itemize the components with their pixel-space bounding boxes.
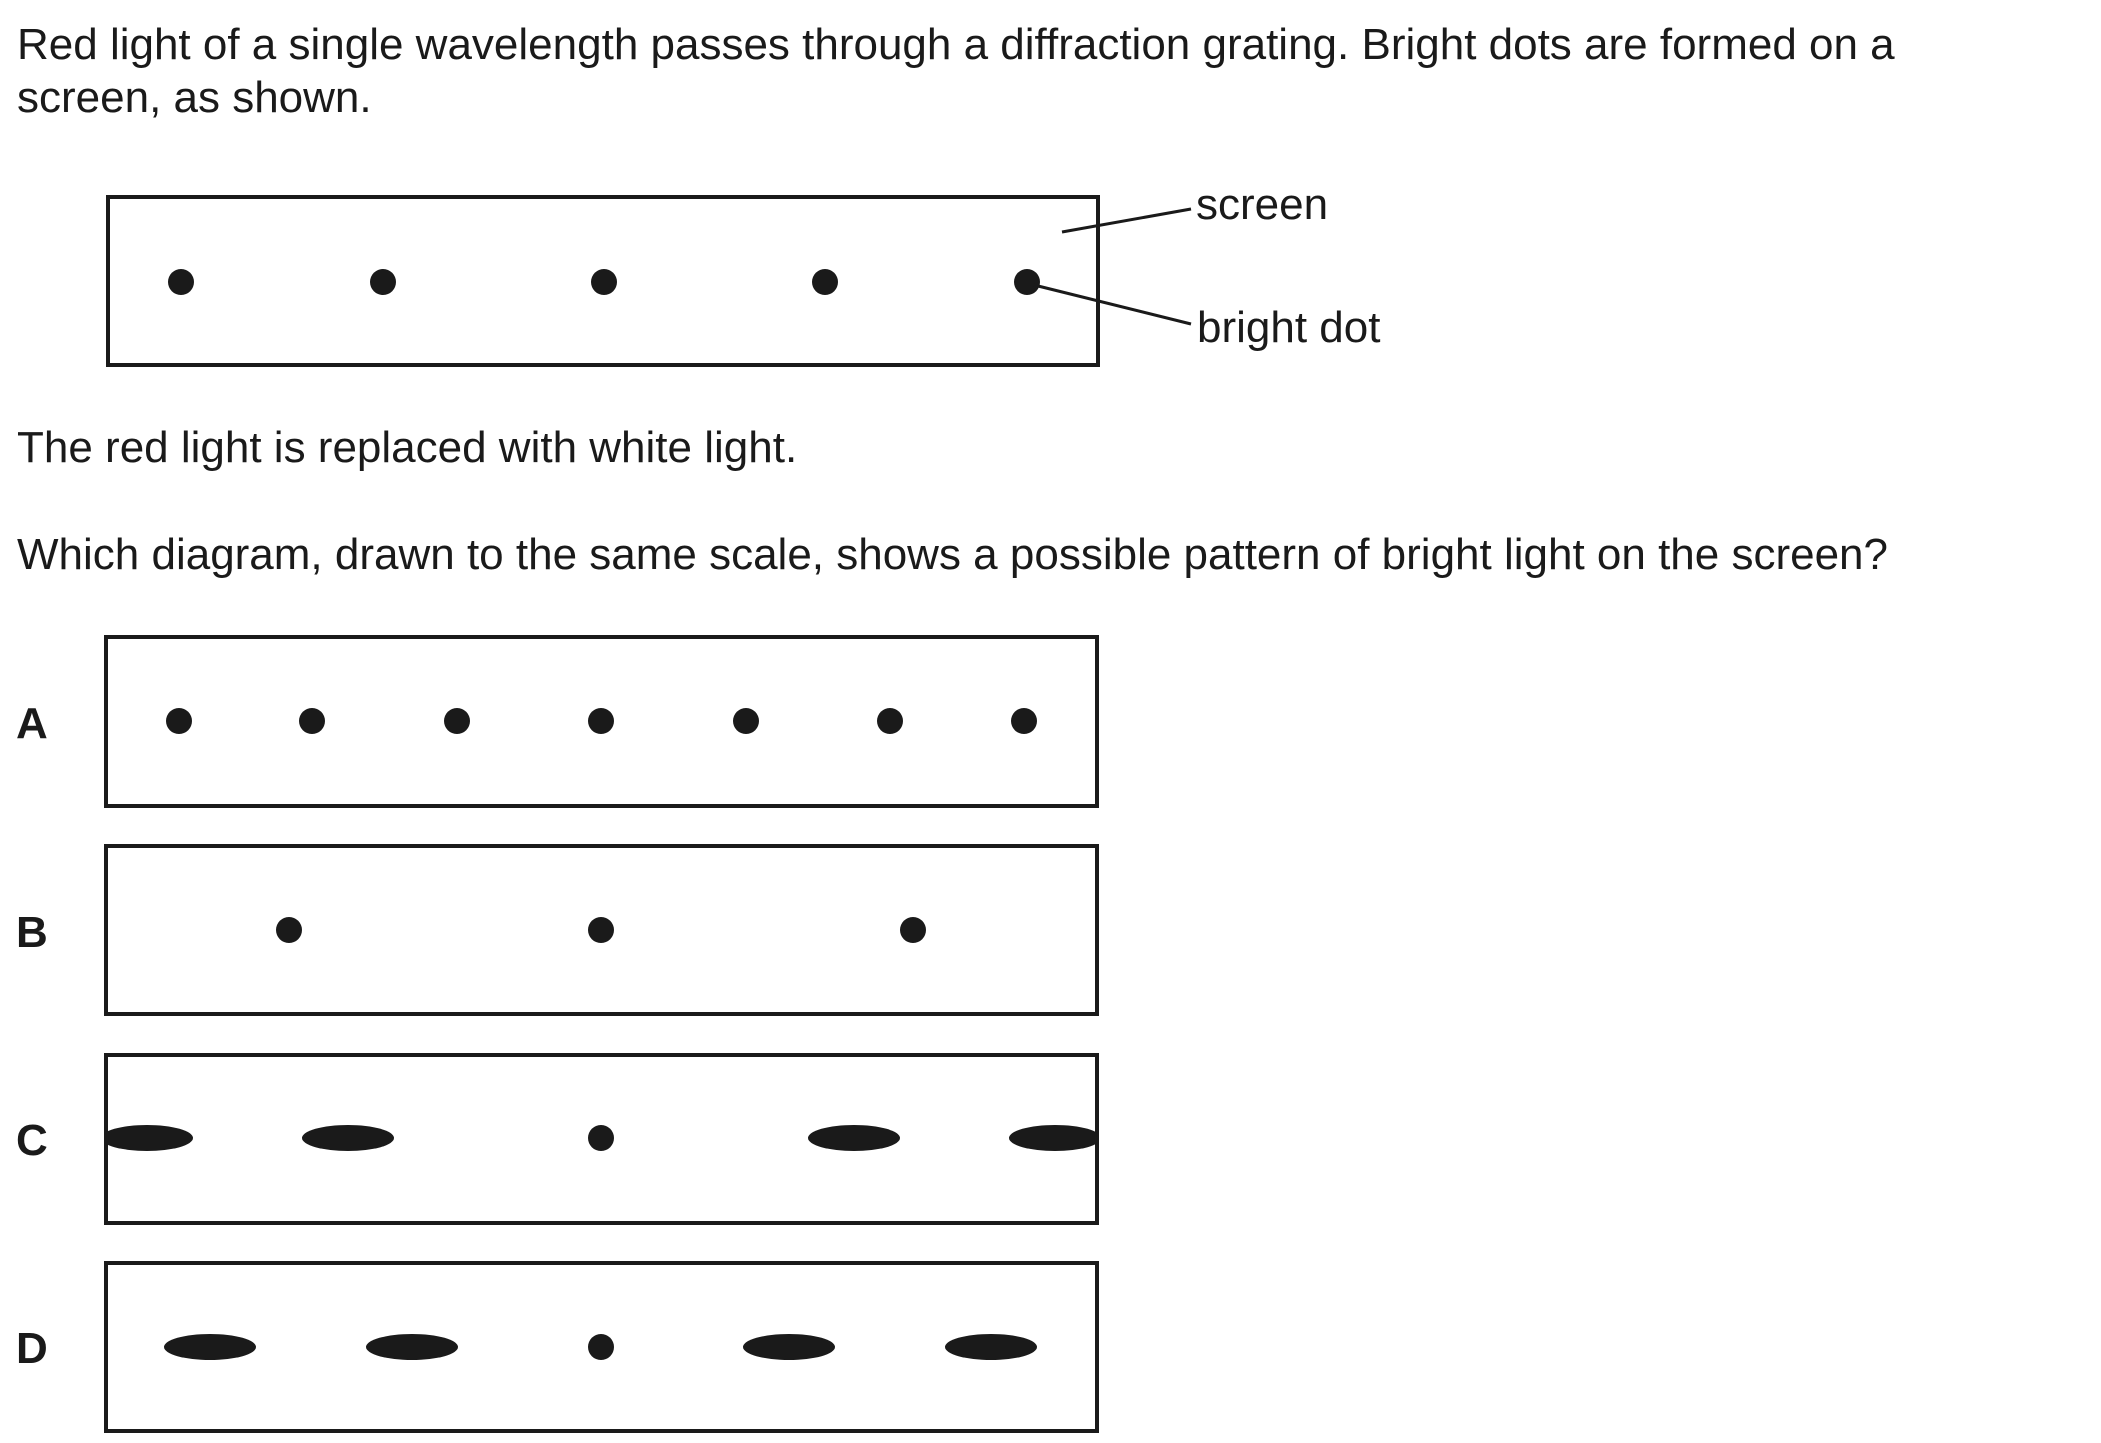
option-bright-dot <box>1011 708 1037 734</box>
option-spectrum-band <box>808 1125 900 1151</box>
option-bright-dot <box>299 708 325 734</box>
option-screen-rect <box>104 844 1099 1016</box>
main-bright-dot <box>812 269 838 295</box>
option-bright-dot <box>588 1125 614 1151</box>
option-letter: B <box>16 908 48 957</box>
option-bright-dot <box>733 708 759 734</box>
main-screen-rect <box>106 195 1100 367</box>
intro-line-1: Red light of a single wavelength passes … <box>17 20 1895 69</box>
option-d[interactable]: D <box>16 1261 1099 1433</box>
bright-dot-leader-line <box>1029 282 1192 326</box>
option-a[interactable]: A <box>16 635 1099 808</box>
main-bright-dot <box>168 269 194 295</box>
option-bright-dot <box>588 1334 614 1360</box>
main-screen-diagram: screen bright dot <box>106 180 1380 367</box>
option-bright-dot <box>444 708 470 734</box>
question-text: Which diagram, drawn to the same scale, … <box>17 530 1888 579</box>
intro-text: Red light of a single wavelength passes … <box>17 18 1895 124</box>
option-spectrum-band <box>1009 1125 1097 1151</box>
main-bright-dot <box>591 269 617 295</box>
option-c[interactable]: C <box>16 1053 1101 1225</box>
screen-label: screen <box>1196 180 1328 229</box>
option-letter: A <box>16 699 48 748</box>
option-spectrum-band <box>106 1125 193 1151</box>
option-bright-dot <box>900 917 926 943</box>
option-letter: D <box>16 1324 48 1373</box>
option-screen-rect <box>104 635 1099 808</box>
option-spectrum-band <box>164 1334 256 1360</box>
option-bright-dot <box>276 917 302 943</box>
option-screen-rect <box>104 1053 1099 1225</box>
option-pattern <box>106 1125 1097 1151</box>
main-bright-dot <box>1014 269 1040 295</box>
option-bright-dot <box>588 708 614 734</box>
intro-line-2: screen, as shown. <box>17 73 372 122</box>
option-spectrum-band <box>945 1334 1037 1360</box>
option-bright-dot <box>877 708 903 734</box>
bright-dot-label: bright dot <box>1197 303 1380 352</box>
option-screen-rect <box>104 1261 1099 1433</box>
option-spectrum-band <box>366 1334 458 1360</box>
option-bright-dot <box>588 917 614 943</box>
screen-leader-line <box>1061 207 1192 234</box>
main-dots <box>168 269 1040 295</box>
main-bright-dot <box>370 269 396 295</box>
replaced-text: The red light is replaced with white lig… <box>17 423 798 472</box>
option-b[interactable]: B <box>16 844 1099 1016</box>
option-letter: C <box>16 1116 48 1165</box>
option-bright-dot <box>166 708 192 734</box>
option-spectrum-band <box>743 1334 835 1360</box>
option-spectrum-band <box>302 1125 394 1151</box>
